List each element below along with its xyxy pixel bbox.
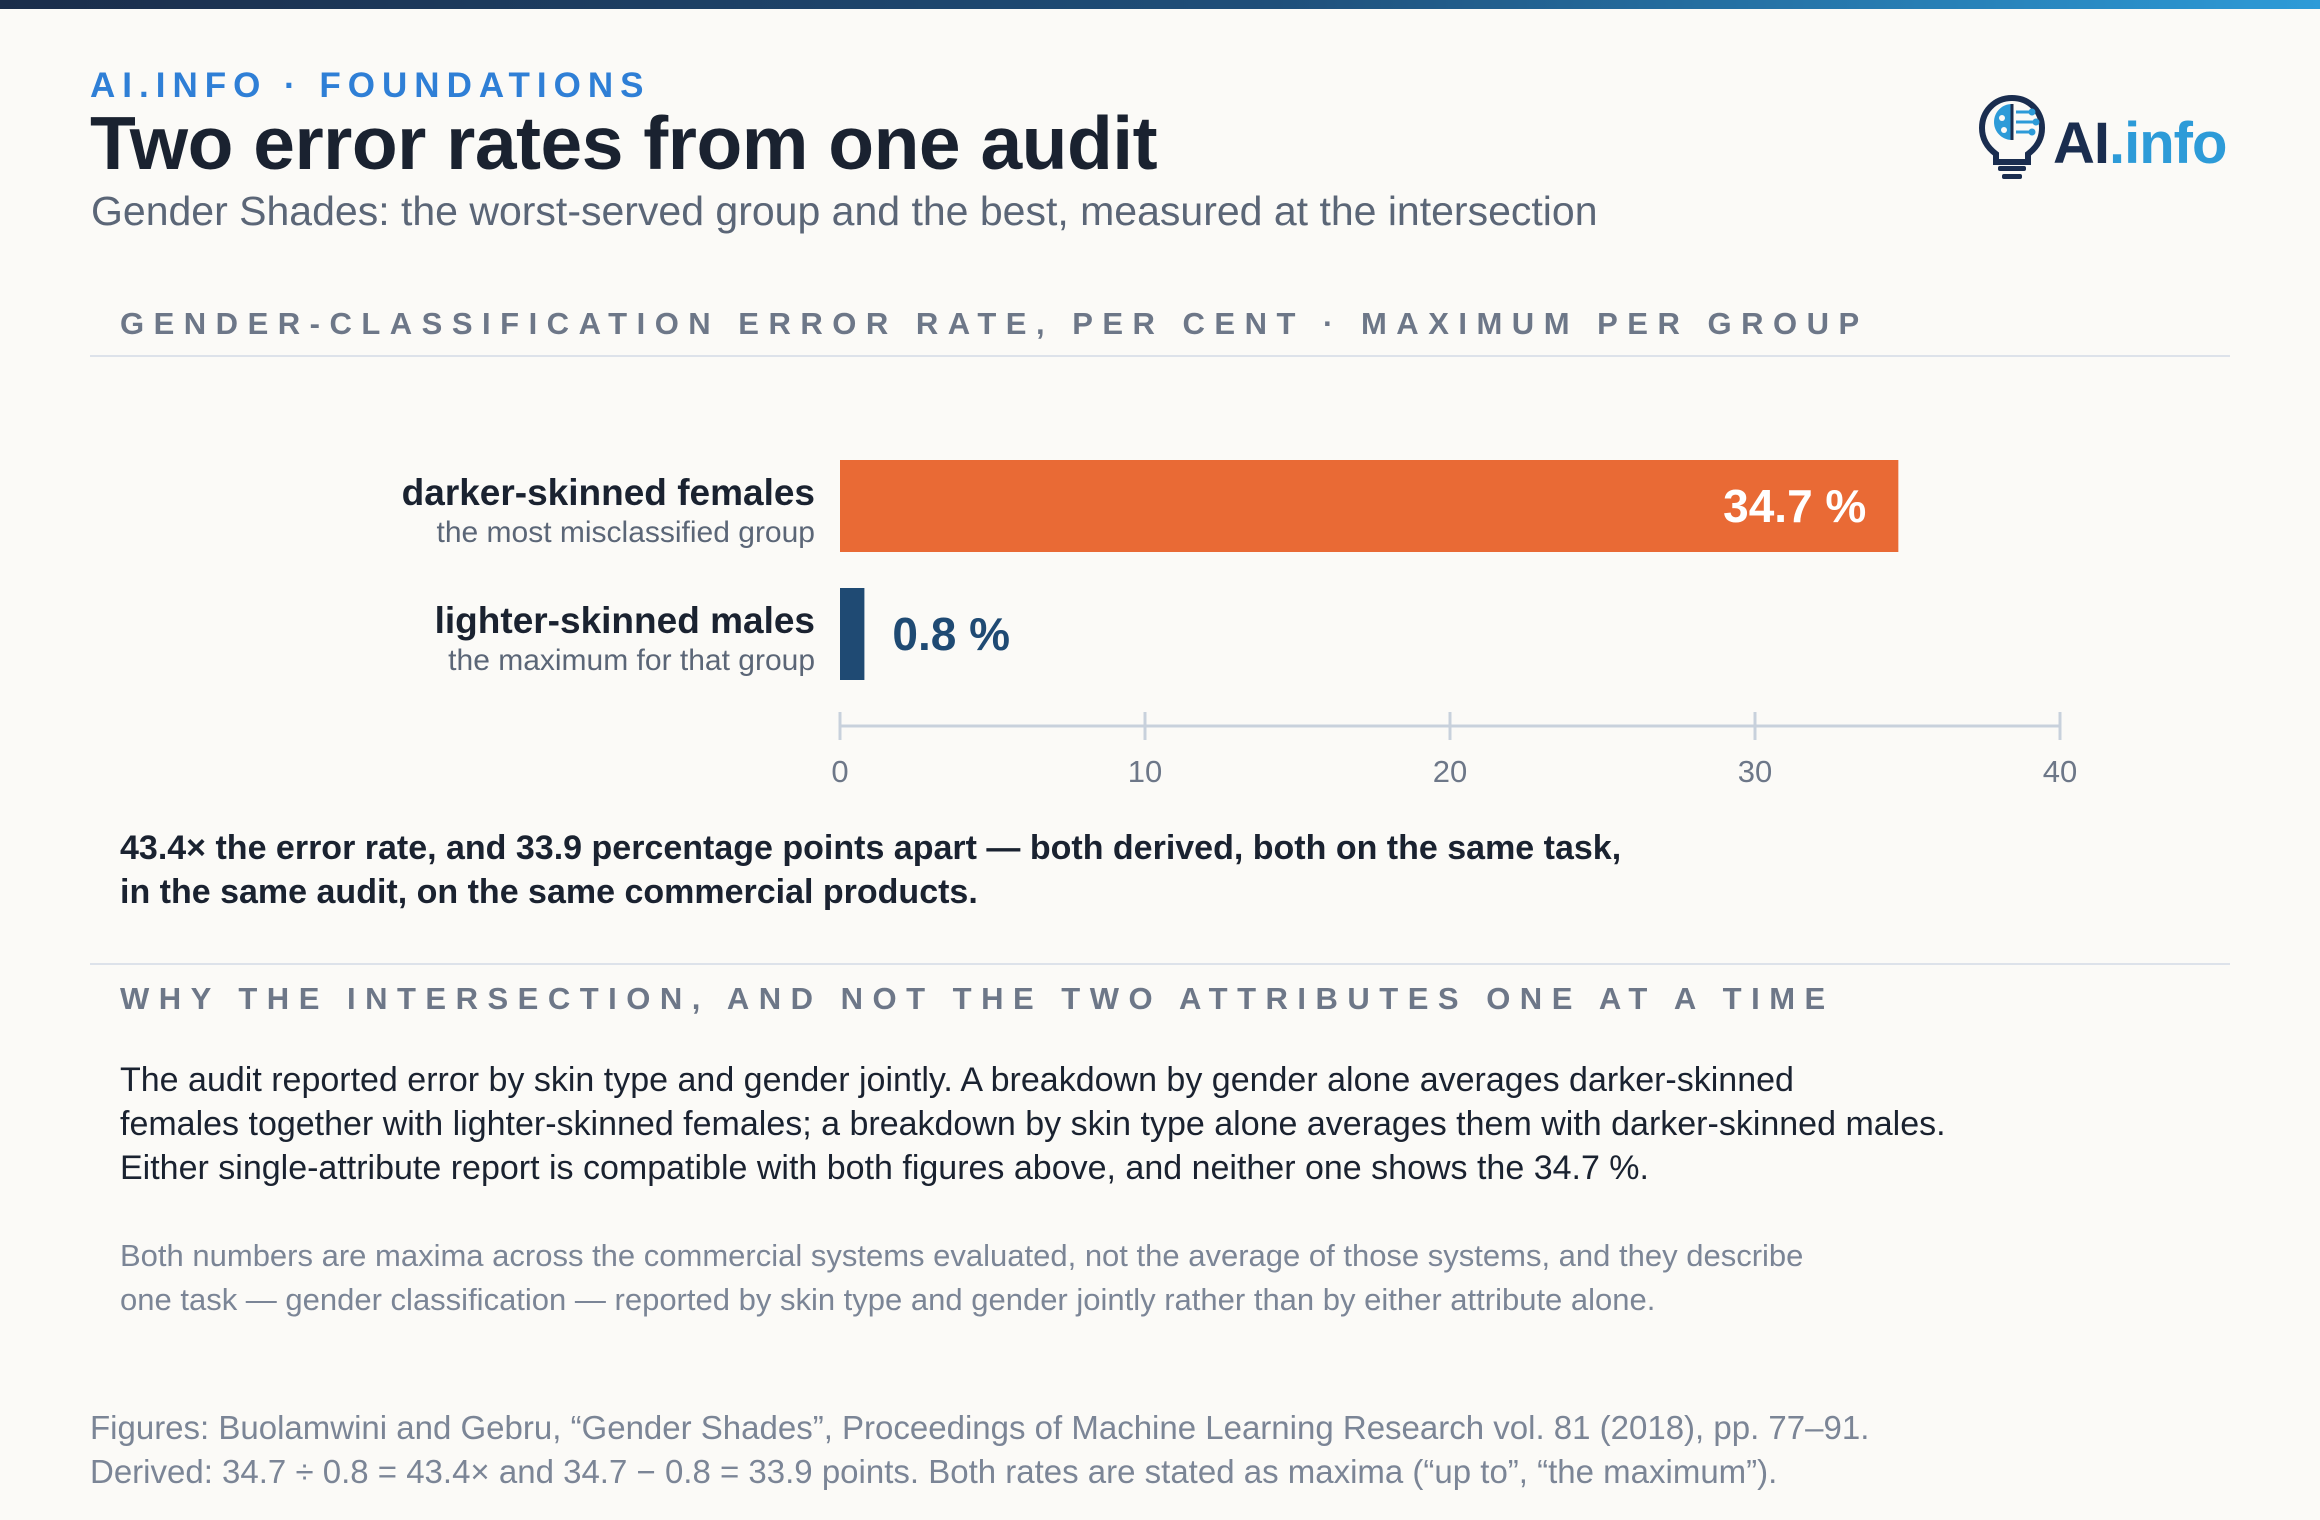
category-note: the most misclassified group <box>437 516 816 549</box>
intersection-explanation: The audit reported error by skin type an… <box>120 1061 1946 1187</box>
x-tick-label: 0 <box>831 754 848 789</box>
data-label: 0.8 % <box>892 608 1010 660</box>
x-tick-label: 30 <box>1738 754 1772 789</box>
eyebrow-label: AI.INFO · FOUNDATIONS <box>90 66 651 105</box>
category-label: lighter-skinned males <box>435 600 815 641</box>
data-label: 34.7 % <box>1723 480 1866 532</box>
lightbulb-brain-icon <box>1978 94 2046 179</box>
category-note: the maximum for that group <box>448 644 815 677</box>
x-tick-label: 20 <box>1433 754 1467 789</box>
brand-logo-text: AI.info <box>2053 111 2227 176</box>
x-tick-label: 40 <box>2043 754 2077 789</box>
page-subtitle: Gender Shades: the worst-served group an… <box>91 188 1598 234</box>
bar <box>840 588 865 680</box>
top-accent-bar <box>0 0 2320 9</box>
maxima-note: Both numbers are maxima across the comme… <box>120 1238 1804 1317</box>
page-title: Two error rates from one audit <box>90 101 1158 185</box>
intersection-section-heading: WHY THE INTERSECTION, AND NOT THE TWO AT… <box>120 981 1835 1016</box>
x-tick-label: 10 <box>1128 754 1162 789</box>
category-label: darker-skinned females <box>402 472 815 513</box>
chart-section-heading: GENDER-CLASSIFICATION ERROR RATE, PER CE… <box>120 306 1869 341</box>
bar <box>840 460 1899 552</box>
source-citation: Figures: Buolamwini and Gebru, “Gender S… <box>90 1409 1870 1490</box>
divider <box>90 963 2230 965</box>
divider <box>90 355 2230 357</box>
derived-callout: 43.4× the error rate, and 33.9 percentag… <box>120 829 1622 911</box>
